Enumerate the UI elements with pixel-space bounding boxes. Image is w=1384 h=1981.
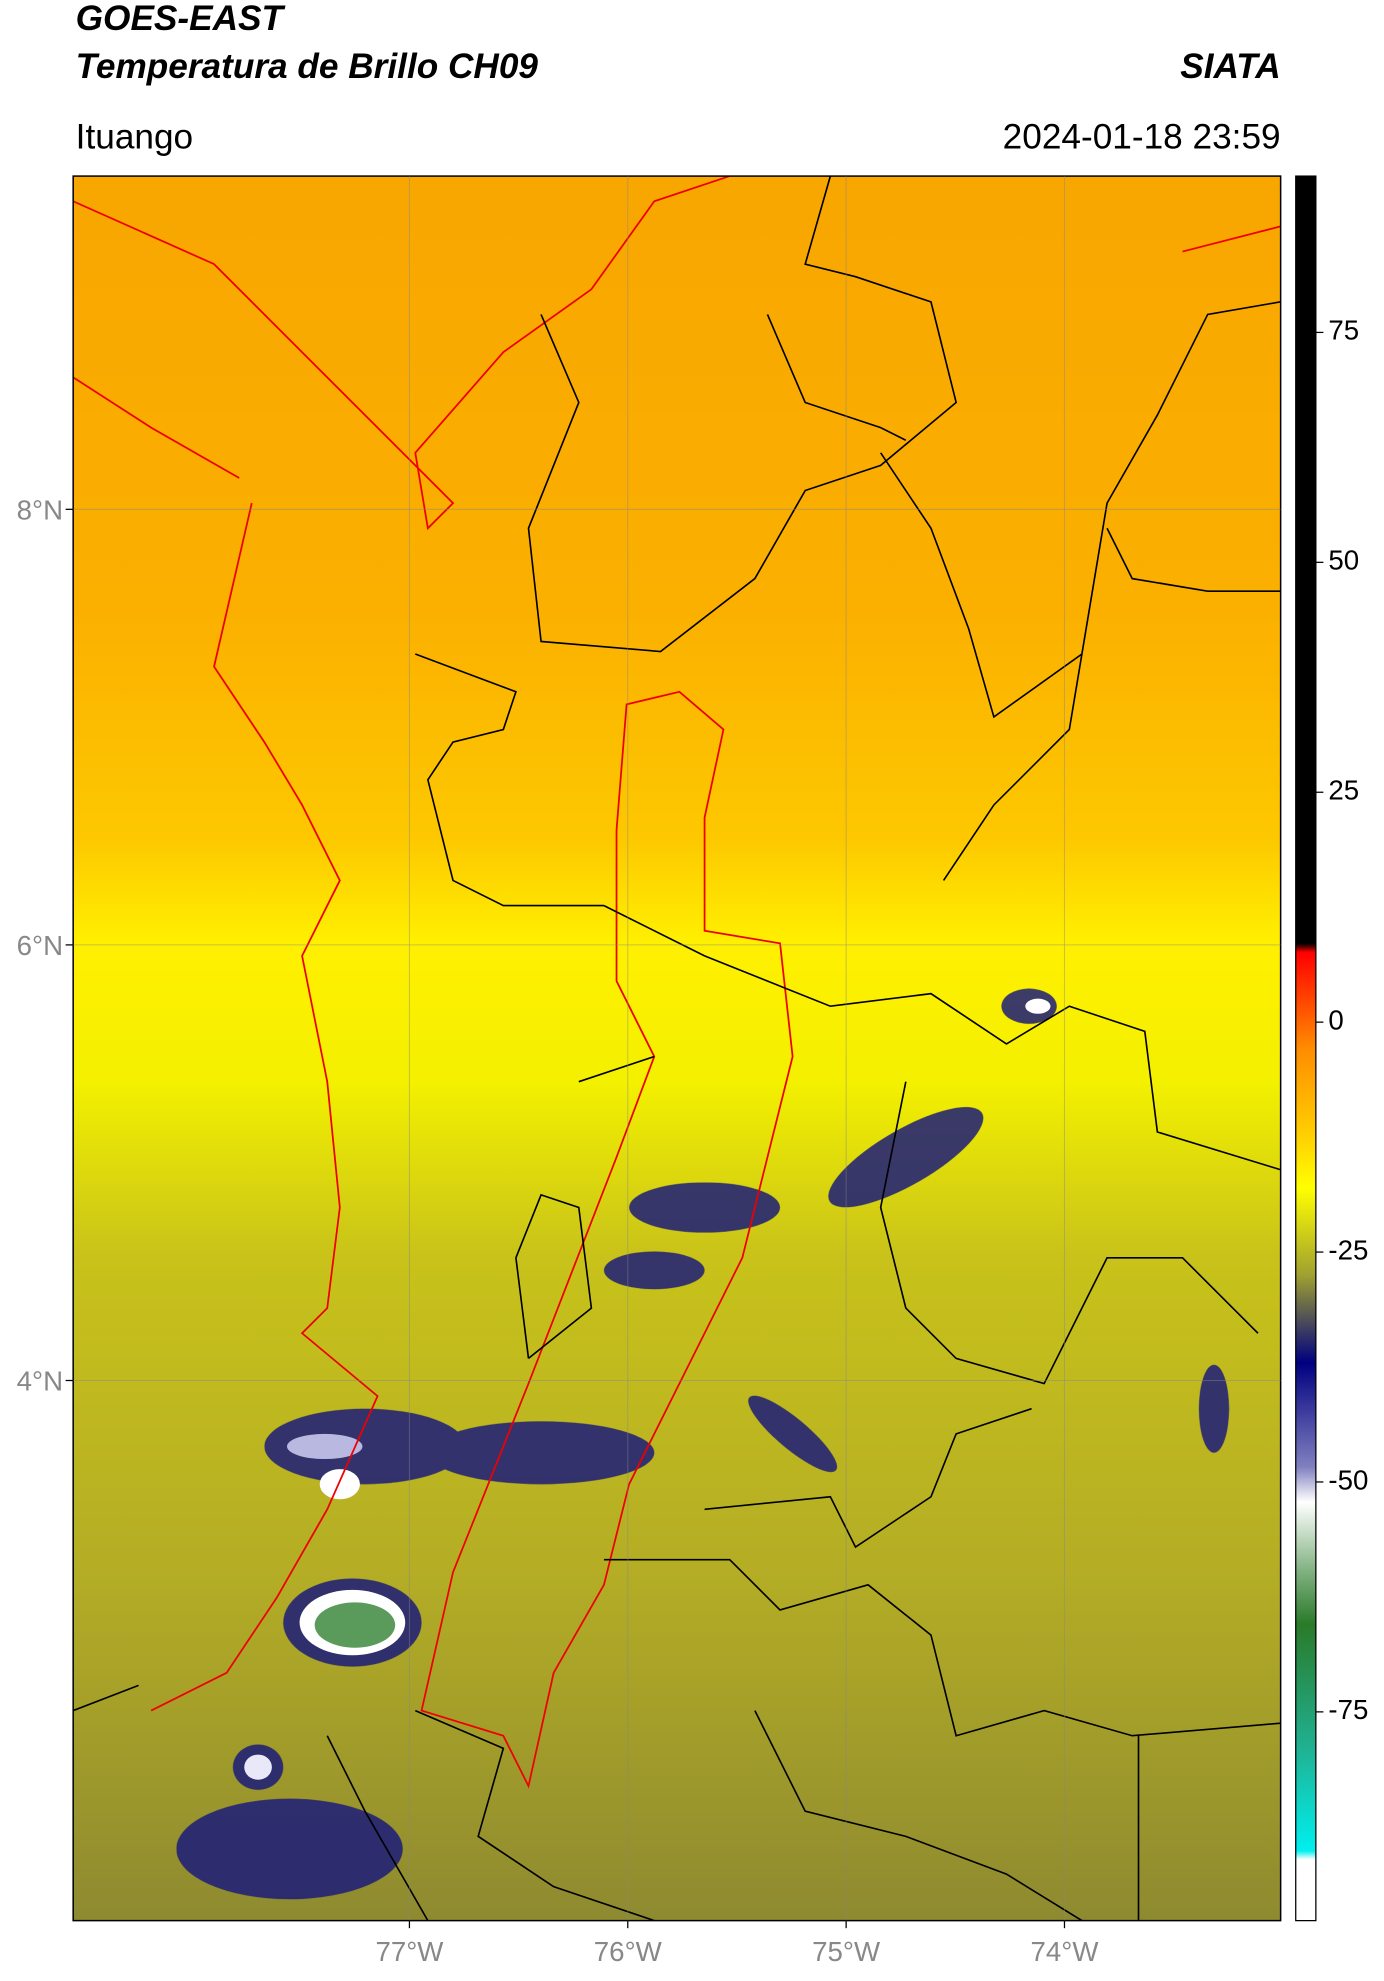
colorbar-tick-label: 50	[1328, 545, 1359, 576]
x-tick-label: 74°W	[1031, 1936, 1100, 1967]
colorbar-tick-label: -25	[1328, 1234, 1368, 1265]
colorbar-tick-label: -75	[1328, 1694, 1368, 1725]
x-tick-label: 76°W	[594, 1936, 663, 1967]
y-tick-label: 6°N	[17, 930, 63, 961]
y-tick-label: 8°N	[17, 494, 63, 525]
colorbar-tick-label: -50	[1328, 1464, 1368, 1495]
colorbar-tick-label: 75	[1328, 315, 1359, 346]
map-field	[73, 176, 1281, 1921]
source: SIATA	[1180, 47, 1280, 86]
title-line2: Temperatura de Brillo CH09	[76, 47, 539, 86]
title-line1: GOES-EAST	[76, 0, 286, 38]
x-tick-label: 75°W	[812, 1936, 881, 1967]
colorbar-tick-label: 0	[1328, 1004, 1343, 1035]
timestamp: 2024-01-18 23:59	[1003, 117, 1281, 156]
region: Ituango	[76, 117, 193, 156]
map-area	[73, 176, 1281, 1921]
x-tick-label: 77°W	[375, 1936, 444, 1967]
cloud-cores	[244, 998, 1051, 1780]
y-tick-label: 4°N	[17, 1366, 63, 1397]
colorbar	[1295, 175, 1317, 1922]
map-frame	[72, 175, 1282, 1922]
colorbar-tick-label: 25	[1328, 775, 1359, 806]
